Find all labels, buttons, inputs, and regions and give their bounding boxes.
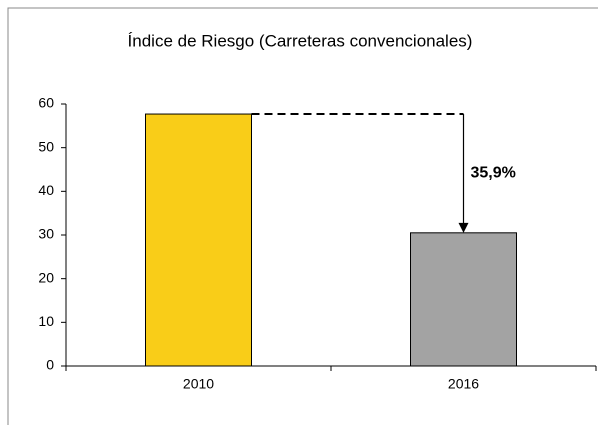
x-tick-label: 2016	[448, 376, 479, 392]
arrow-head	[458, 222, 469, 233]
bar	[145, 113, 252, 367]
y-tick-label: 0	[46, 357, 54, 373]
chart-frame	[7, 7, 598, 425]
bar	[410, 232, 517, 367]
chart-title: Índice de Riesgo (Carreteras convenciona…	[128, 31, 473, 50]
y-tick-label: 40	[38, 182, 54, 198]
annotation: 35,9%	[471, 165, 516, 182]
x-tick-label: 2010	[183, 376, 214, 392]
y-tick-label: 30	[38, 226, 54, 242]
y-tick-label: 60	[38, 95, 54, 111]
y-tick-label: 10	[38, 313, 54, 329]
y-tick-label: 50	[38, 138, 54, 154]
y-tick-label: 20	[38, 269, 54, 285]
